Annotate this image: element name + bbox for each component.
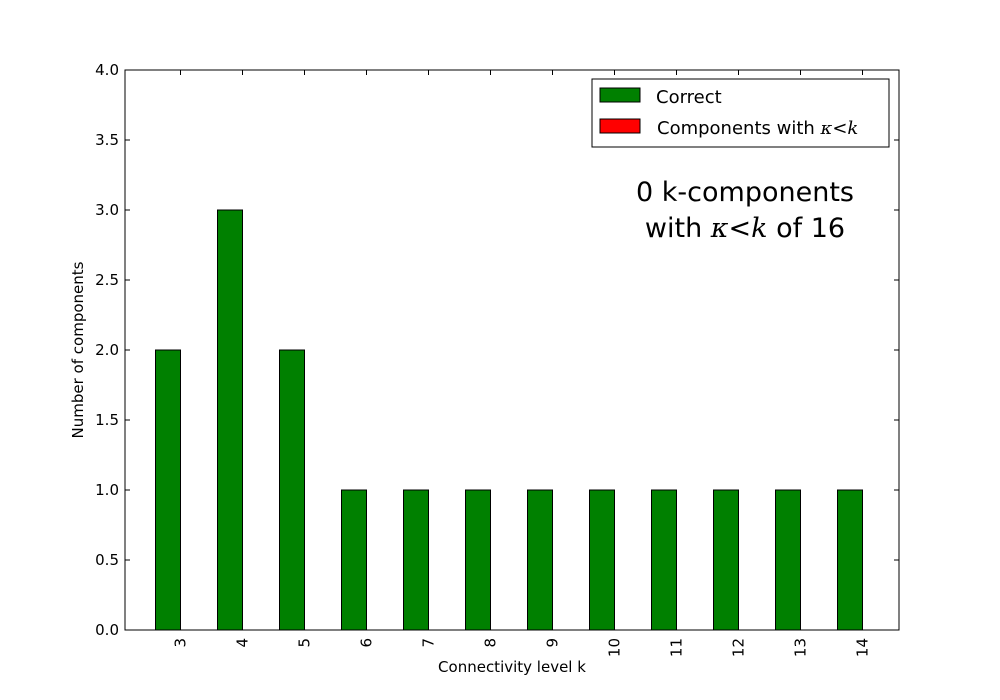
annotation-line-2: with κ<k of 16 <box>645 213 845 244</box>
y-tick-label: 1.0 <box>95 481 119 499</box>
bar-correct-k8 <box>465 489 491 631</box>
y-tick-label: 2.5 <box>95 271 119 289</box>
annotation: 0 k-components with κ<k of 16 <box>636 177 854 244</box>
y-tick-label: 3.5 <box>95 131 119 149</box>
x-axis-label: Connectivity level k <box>438 658 586 676</box>
bar-correct-k10 <box>589 489 615 631</box>
x-tick-label: 7 <box>420 638 438 648</box>
annotation-line-1: 0 k-components <box>636 177 854 208</box>
bar-correct-k14 <box>837 489 863 631</box>
bars-group <box>155 209 888 631</box>
y-tick-label: 3.0 <box>95 201 119 219</box>
bar-correct-k13 <box>775 489 801 631</box>
legend-label-correct: Correct <box>656 87 722 108</box>
x-tick-label: 13 <box>792 638 810 657</box>
legend-box <box>591 78 890 148</box>
y-tick-label: 0.0 <box>95 621 119 639</box>
bar-correct-k6 <box>341 489 367 631</box>
legend: Correct Components with κ<k <box>591 78 890 148</box>
legend-swatch-correct <box>599 87 641 103</box>
y-tick-label: 1.5 <box>95 411 119 429</box>
x-tick-label: 11 <box>668 638 686 657</box>
bar-correct-k5 <box>279 349 305 631</box>
y-axis-ticks: 0.0 0.5 1.0 1.5 2.0 2.5 3.0 3.5 4.0 <box>95 61 899 639</box>
x-tick-label: 8 <box>482 638 500 648</box>
bar-correct-k12 <box>713 489 739 631</box>
bar-correct-k9 <box>527 489 553 631</box>
y-tick-label: 4.0 <box>95 61 119 79</box>
x-tick-label: 9 <box>544 638 562 648</box>
y-tick-label: 2.0 <box>95 341 119 359</box>
plot-area <box>125 70 899 630</box>
x-axis-ticks: 3 4 5 6 7 8 9 10 11 12 13 14 <box>172 70 872 657</box>
plot-frame <box>124 69 900 631</box>
bar-correct-k7 <box>403 489 429 631</box>
x-tick-label: 12 <box>730 638 748 657</box>
x-tick-label: 10 <box>606 638 624 657</box>
x-tick-label: 3 <box>172 638 190 648</box>
x-tick-label: 14 <box>854 638 872 657</box>
y-tick-label: 0.5 <box>95 551 119 569</box>
x-tick-label: 6 <box>358 638 376 648</box>
bar-correct-k3 <box>155 349 181 631</box>
y-axis-label: Number of components <box>69 261 87 438</box>
x-tick-label: 5 <box>296 638 314 648</box>
x-tick-label: 4 <box>234 638 252 648</box>
bar-correct-k4 <box>217 209 243 631</box>
legend-swatch-incorrect <box>599 118 641 134</box>
legend-label-incorrect: Components with κ<k <box>657 118 858 139</box>
bar-correct-k11 <box>651 489 677 631</box>
